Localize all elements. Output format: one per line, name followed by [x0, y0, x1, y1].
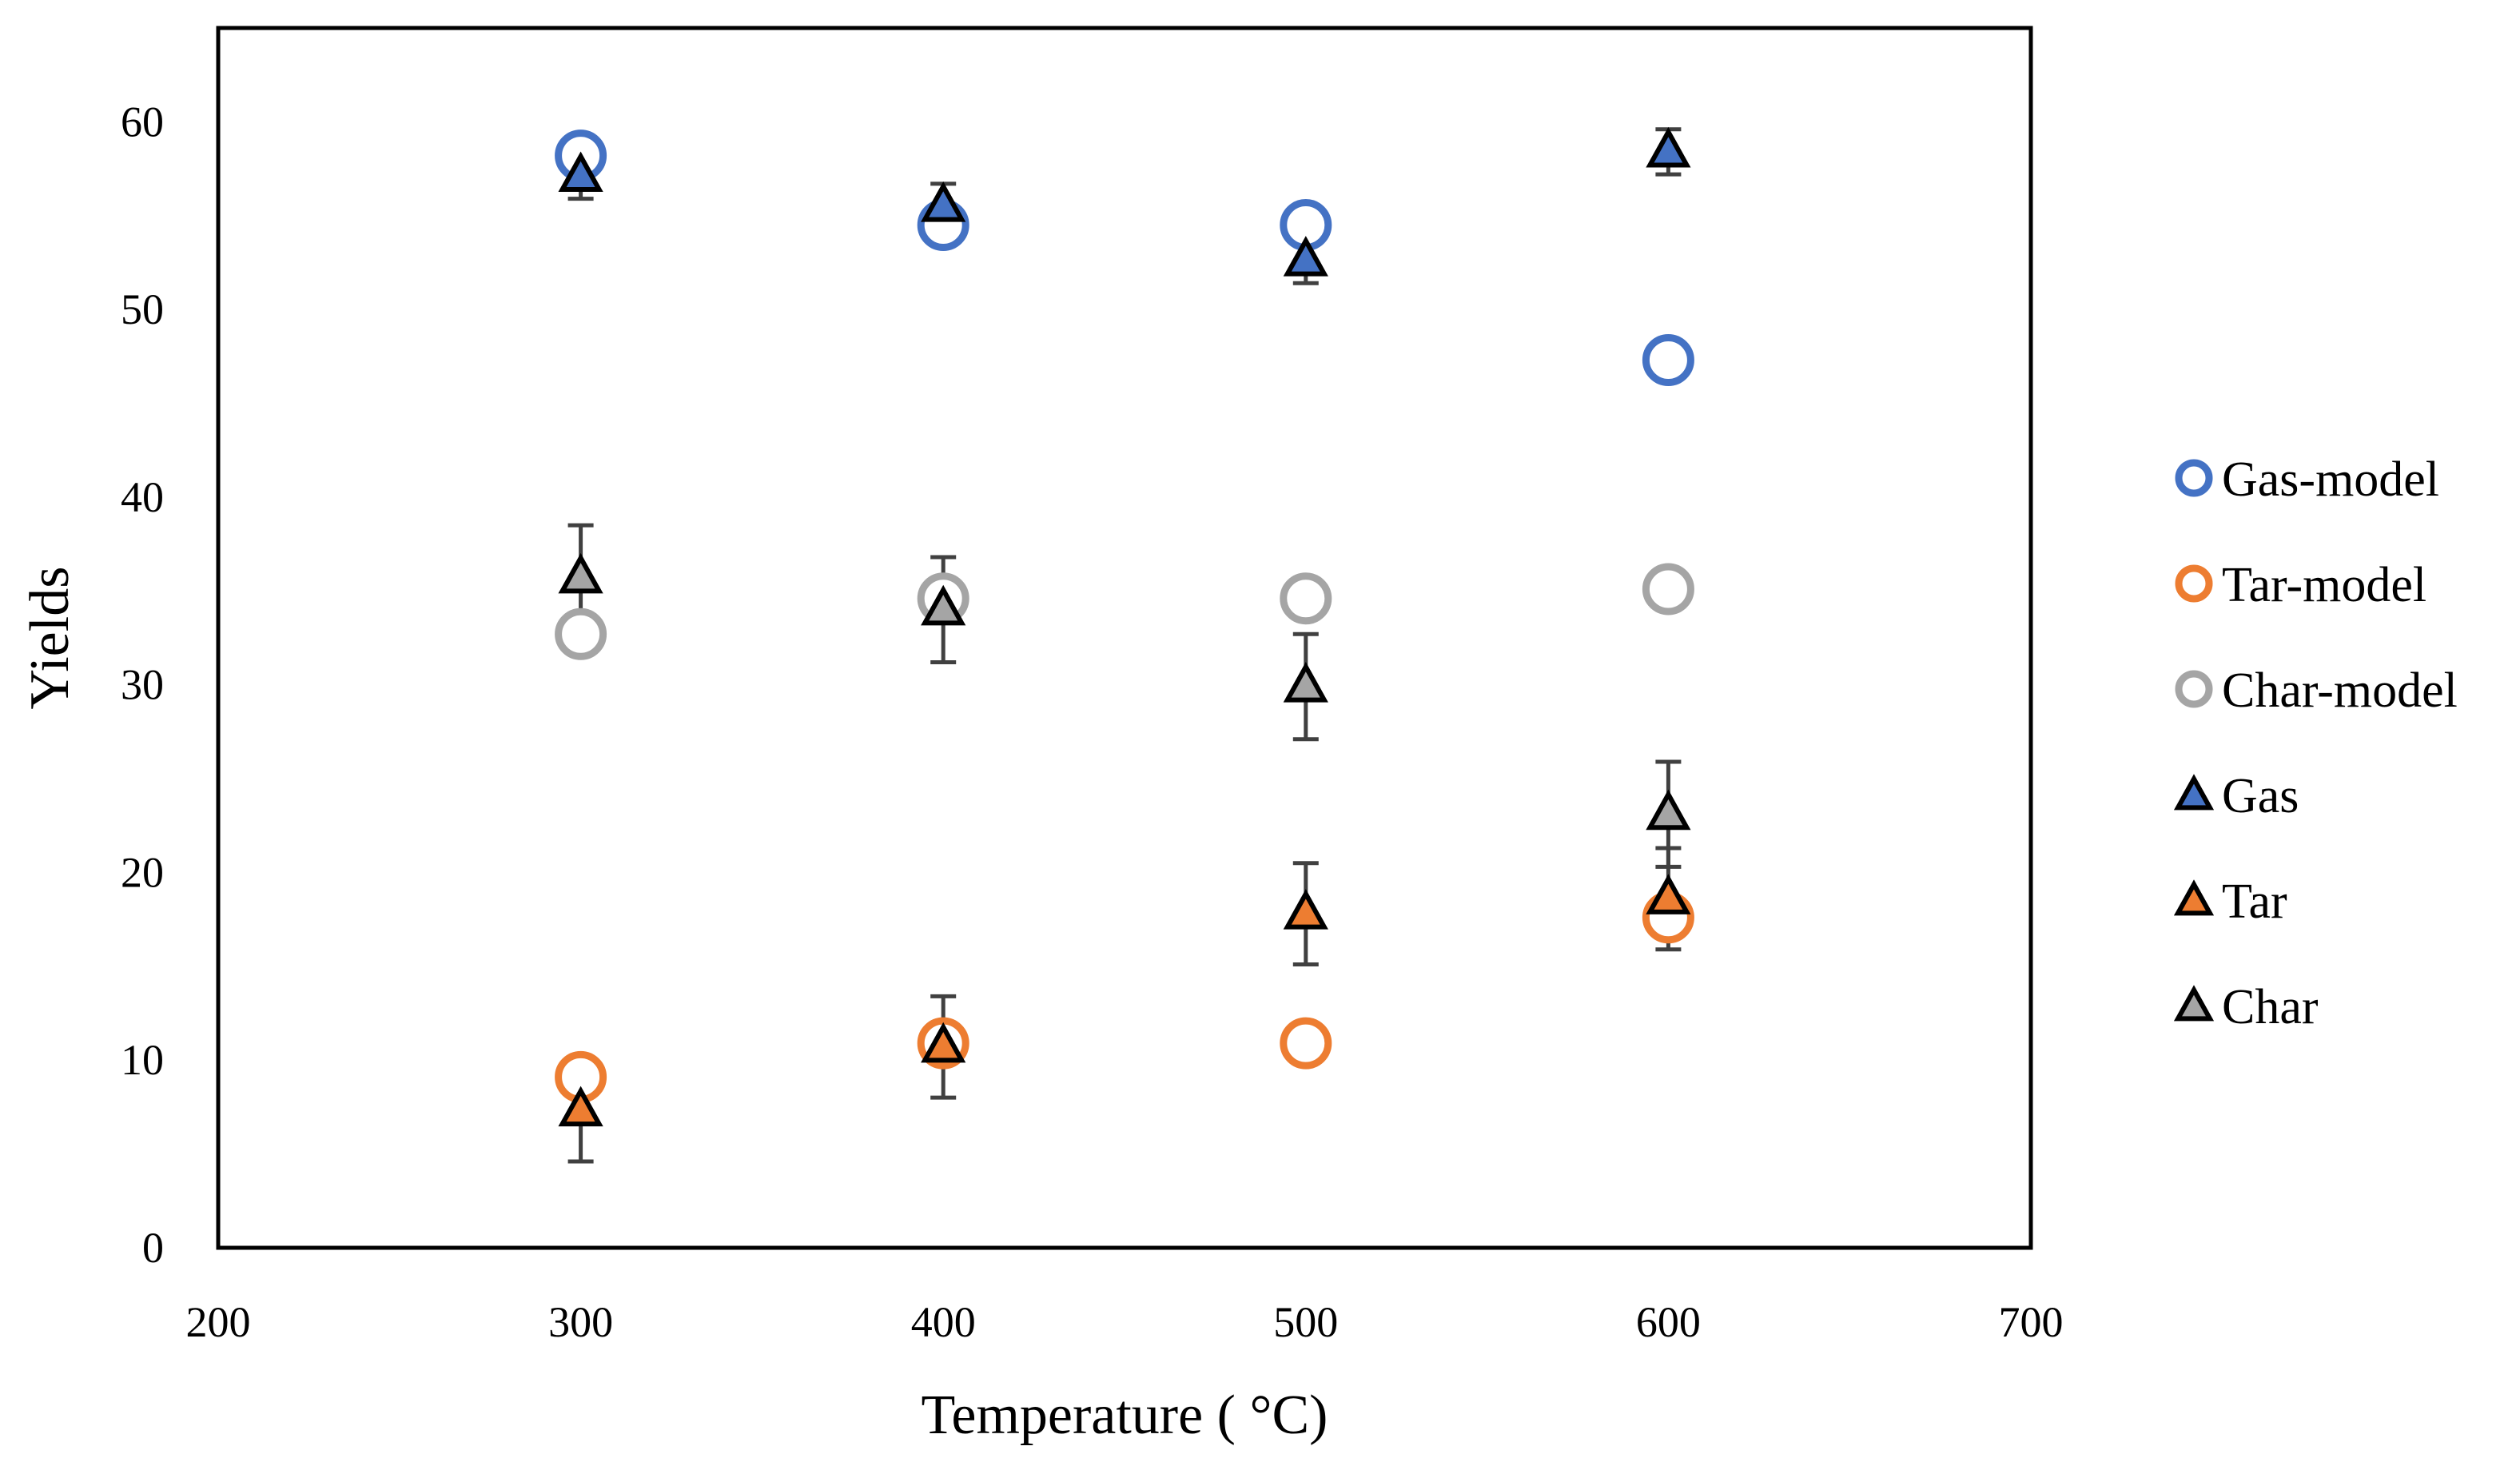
legend-item-gas: Gas — [2173, 769, 2299, 823]
x-tick-label-200: 200 — [186, 1298, 251, 1346]
legend-item-tar-model: Tar-model — [2175, 558, 2426, 612]
legend-marker-tar-model — [2175, 564, 2213, 603]
y-tick-label-20: 20 — [121, 848, 164, 896]
point-tar-300 — [558, 1086, 603, 1127]
legend-label-tar-model: Tar-model — [2222, 558, 2426, 612]
point-tar-500 — [1283, 889, 1328, 930]
point-tar-model-500 — [1280, 1017, 1332, 1070]
point-char-400 — [921, 584, 966, 626]
x-tick-label-600: 600 — [1636, 1298, 1701, 1346]
point-gas-500 — [1283, 236, 1328, 277]
y-tick-label-0: 0 — [142, 1224, 164, 1272]
legend-label-gas: Gas — [2222, 769, 2299, 823]
point-tar-600 — [1646, 874, 1691, 914]
legend-marker-char — [2173, 985, 2215, 1022]
legend-marker-tar — [2173, 879, 2215, 916]
y-tick-label-30: 30 — [121, 661, 164, 709]
y-tick-label-50: 50 — [121, 285, 164, 333]
y-axis-title: Yields — [19, 567, 81, 710]
legend-label-char: Char — [2222, 980, 2319, 1034]
x-tick-label-400: 400 — [911, 1298, 976, 1346]
point-char-model-300 — [555, 608, 607, 660]
y-tick-label-60: 60 — [121, 98, 164, 145]
legend-marker-gas — [2173, 774, 2215, 811]
legend-label-char-model: Char-model — [2222, 663, 2458, 718]
point-char-model-500 — [1280, 572, 1332, 625]
point-tar-400 — [921, 1022, 966, 1063]
point-char-model-600 — [1642, 563, 1694, 615]
legend-item-tar: Tar — [2173, 874, 2287, 929]
legend-item-char-model: Char-model — [2175, 663, 2458, 718]
legend-label-tar: Tar — [2222, 874, 2287, 929]
legend-item-char: Char — [2173, 980, 2319, 1034]
point-char-500 — [1283, 662, 1328, 703]
x-tick-labels: 200 300 400 500 600 700 — [186, 1298, 2064, 1346]
point-gas-model-600 — [1642, 334, 1694, 387]
legend-label-gas-model: Gas-model — [2222, 452, 2439, 507]
point-gas-300 — [558, 151, 603, 193]
y-tick-label-40: 40 — [121, 473, 164, 521]
x-tick-label-500: 500 — [1273, 1298, 1338, 1346]
point-char-300 — [558, 552, 603, 594]
y-tick-label-10: 10 — [121, 1036, 164, 1084]
x-tick-label-300: 300 — [548, 1298, 613, 1346]
x-axis-title: Temperature ( °C) — [922, 1384, 1328, 1446]
data-markers — [555, 126, 1694, 1127]
legend-marker-gas-model — [2175, 459, 2213, 497]
point-gas-400 — [921, 181, 966, 222]
y-tick-labels: 0 10 20 30 40 50 60 — [121, 98, 164, 1272]
point-char-600 — [1646, 789, 1691, 831]
x-tick-label-700: 700 — [1999, 1298, 2064, 1346]
plot-area-frame — [216, 26, 2033, 1250]
legend-marker-char-model — [2175, 670, 2213, 708]
legend-item-gas-model: Gas-model — [2175, 452, 2439, 507]
point-gas-600 — [1646, 126, 1691, 168]
legend: Gas-model Tar-model Char-model Gas Tar Char — [2173, 452, 2458, 1034]
